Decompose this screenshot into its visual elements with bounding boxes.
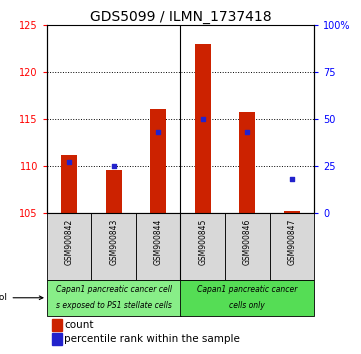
Text: s exposed to PS1 stellate cells: s exposed to PS1 stellate cells xyxy=(56,301,171,310)
Point xyxy=(289,176,295,182)
Text: protocol: protocol xyxy=(0,293,43,302)
Text: GSM900842: GSM900842 xyxy=(65,218,74,265)
Bar xyxy=(284,211,300,213)
Bar xyxy=(106,170,122,213)
Bar xyxy=(151,109,166,213)
Point xyxy=(155,129,161,135)
Bar xyxy=(195,44,210,213)
Text: GSM900846: GSM900846 xyxy=(243,218,252,265)
Title: GDS5099 / ILMN_1737418: GDS5099 / ILMN_1737418 xyxy=(90,10,271,24)
Bar xyxy=(91,213,136,280)
Text: GSM900845: GSM900845 xyxy=(198,218,207,265)
Text: GSM900843: GSM900843 xyxy=(109,218,118,265)
Text: Capan1 pancreatic cancer: Capan1 pancreatic cancer xyxy=(197,285,297,295)
Bar xyxy=(61,155,77,213)
Bar xyxy=(47,280,180,315)
Bar xyxy=(52,319,62,331)
Bar xyxy=(136,213,180,280)
Point xyxy=(244,129,250,135)
Point xyxy=(200,116,206,122)
Text: GSM900844: GSM900844 xyxy=(154,218,163,265)
Text: Capan1 pancreatic cancer cell: Capan1 pancreatic cancer cell xyxy=(56,285,172,295)
Text: GSM900847: GSM900847 xyxy=(287,218,296,265)
Bar xyxy=(270,213,314,280)
Bar xyxy=(180,280,314,315)
Text: percentile rank within the sample: percentile rank within the sample xyxy=(64,335,240,344)
Bar xyxy=(225,213,270,280)
Bar xyxy=(47,213,91,280)
Bar xyxy=(239,112,255,213)
Bar xyxy=(52,333,62,346)
Point xyxy=(66,159,72,165)
Point xyxy=(111,163,117,169)
Text: count: count xyxy=(64,320,94,330)
Bar xyxy=(180,213,225,280)
Text: cells only: cells only xyxy=(229,301,265,310)
